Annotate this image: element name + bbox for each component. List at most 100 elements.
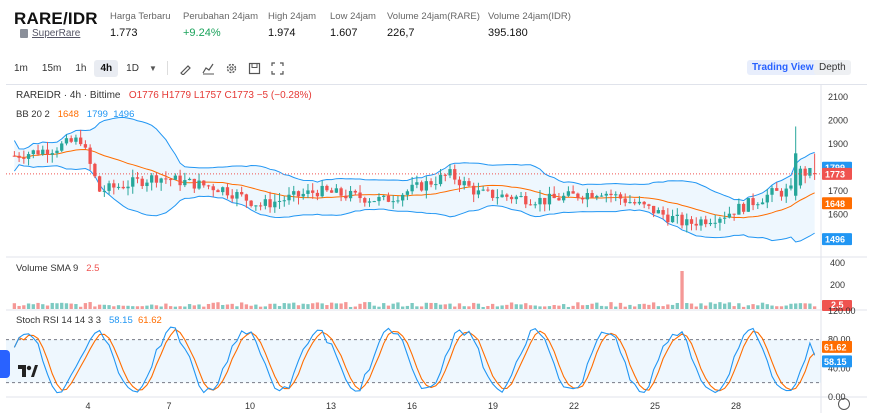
side-panel-toggle[interactable] (0, 350, 10, 378)
stoch-d-line (13, 328, 816, 392)
volume-bar (651, 302, 656, 309)
candle-body (325, 185, 329, 191)
volume-bar (372, 305, 376, 309)
volume-bar (514, 304, 518, 309)
candle-body (595, 196, 599, 198)
candle-body (396, 200, 400, 202)
stat-last-price: Harga Terbaru 1.773 (110, 11, 171, 39)
candle-body (751, 198, 755, 206)
view-trading[interactable]: Trading View (747, 60, 819, 75)
volume-bar (178, 306, 182, 309)
time-tick-label: 19 (488, 401, 498, 411)
timeframe-1d[interactable]: 1D (126, 62, 139, 74)
candle-body (315, 192, 320, 197)
price-tick-label: 2000 (828, 115, 848, 125)
volume-bar (633, 306, 637, 309)
candle-body (680, 214, 684, 226)
candle-body (528, 204, 533, 206)
indicators-icon[interactable] (202, 62, 215, 75)
fullscreen-icon[interactable] (271, 61, 284, 75)
timeframe-1h[interactable]: 1h (75, 62, 87, 74)
chart-settings-icon[interactable] (838, 398, 850, 410)
chevron-down-icon[interactable]: ▼ (148, 63, 157, 73)
candle-body (401, 194, 405, 201)
candle-body (292, 191, 296, 195)
candle-body (590, 193, 594, 198)
bb-up-value: 1799 (86, 109, 108, 120)
volume-bar (311, 303, 315, 309)
volume-bar (661, 306, 665, 309)
candle-body (254, 205, 258, 207)
draw-icon[interactable] (179, 62, 192, 75)
volume-bar (112, 306, 116, 309)
volume-badge: 2.5 (831, 300, 844, 310)
volume-bar (225, 304, 230, 309)
volume-bar (93, 306, 97, 309)
volume-bar (249, 305, 253, 309)
candle-body (467, 181, 471, 186)
volume-bar (784, 305, 788, 309)
candle-body (727, 213, 732, 218)
chart-area[interactable]: 2100200019001800170016001500179917731648… (6, 84, 867, 413)
candle-body (770, 188, 774, 195)
volume-bar (576, 302, 580, 309)
candle-body (647, 204, 651, 206)
settings-icon[interactable] (225, 62, 238, 75)
candle-body (614, 194, 618, 196)
stat-value: 1.773 (110, 27, 138, 39)
candle-body (12, 155, 17, 157)
volume-bar (235, 306, 239, 309)
candle-body (562, 195, 566, 201)
timeframe-4h[interactable]: 4h (94, 59, 119, 77)
volume-bar (287, 303, 291, 309)
source-label[interactable]: SuperRare (32, 28, 81, 39)
bb-low-value: 1496 (113, 109, 135, 120)
volume-bar (273, 303, 277, 309)
candle-body (178, 175, 182, 186)
candle-body (320, 185, 324, 197)
volume-bar (723, 303, 727, 309)
candle-body (666, 214, 670, 223)
view-depth[interactable]: Depth (814, 60, 851, 75)
volume-bar (647, 304, 651, 309)
volume-bar (268, 303, 272, 309)
candle-body (808, 167, 812, 176)
candle-body (699, 219, 703, 226)
timeframe-1m[interactable]: 1m (14, 62, 28, 74)
candle-body (36, 150, 40, 155)
candle-body (741, 203, 746, 212)
candle-body (760, 202, 765, 205)
candle-body (519, 196, 523, 198)
volume-bar (708, 302, 713, 309)
candle-body (164, 178, 168, 180)
candle-body (798, 168, 803, 186)
candle-body (140, 178, 144, 187)
source-link[interactable]: SuperRare (20, 28, 80, 39)
candle-body (192, 178, 196, 189)
candle-body (576, 193, 580, 198)
chart-canvas[interactable]: 2100200019001800170016001500179917731648… (6, 85, 867, 413)
volume-bar (694, 306, 698, 309)
stat-high-24h: High 24jam 1.974 (268, 11, 316, 39)
stat-value: 395.180 (488, 27, 528, 39)
candle-body (405, 191, 410, 195)
stoch-d-badge-bg (822, 340, 852, 353)
timeframe-15m[interactable]: 15m (41, 62, 62, 74)
snapshot-icon[interactable] (248, 62, 261, 75)
volume-bar (756, 305, 760, 309)
candle-body (249, 200, 253, 206)
candle-body (651, 205, 656, 214)
volume-bar (164, 303, 168, 309)
stat-label: Volume 24jam(IDR) (488, 11, 571, 22)
stoch-k-badge: 58.15 (824, 357, 847, 367)
volume-bar (727, 302, 732, 309)
volume-bar (221, 304, 225, 309)
stoch-k-badge-bg (822, 355, 852, 368)
candle-body (637, 201, 642, 204)
volume-tick-label: 400 (830, 258, 845, 268)
candle-body (211, 186, 215, 191)
candle-body (732, 213, 736, 215)
volume-bar (699, 303, 703, 309)
volume-bar (803, 303, 807, 309)
volume-bar (74, 304, 78, 309)
